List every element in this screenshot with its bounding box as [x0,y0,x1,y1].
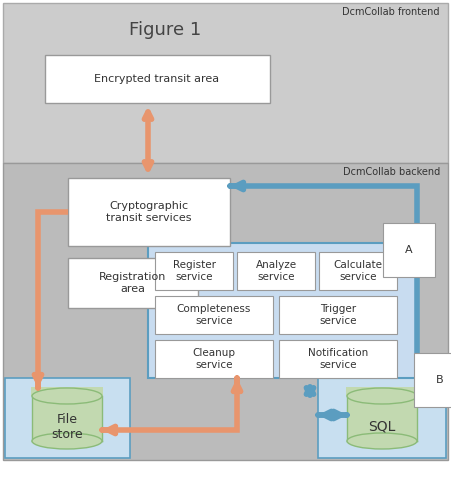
Bar [237,252,315,290]
Text: Completeness
service: Completeness service [177,304,251,326]
Text: Trigger
service: Trigger service [319,304,357,326]
Bar [148,243,418,378]
Text: Encrypted transit area: Encrypted transit area [94,74,220,84]
Text: Calculate
service: Calculate service [333,260,382,282]
Text: Analyze
service: Analyze service [255,260,297,282]
Text: Cryptographic
transit services: Cryptographic transit services [106,201,192,223]
Bar [5,378,130,458]
Text: Registration
area: Registration area [99,272,167,294]
Bar [155,296,273,334]
Bar [3,163,448,460]
Bar [68,178,230,246]
Text: A: A [405,245,413,255]
Bar [347,396,417,441]
Text: Notification
service: Notification service [308,348,368,370]
Text: DcmCollab frontend: DcmCollab frontend [342,7,440,17]
Text: SQL: SQL [368,420,396,434]
Bar [68,258,198,308]
Ellipse shape [32,388,102,404]
Bar [3,3,448,163]
Bar [31,387,103,396]
Text: B: B [436,375,444,385]
Bar [279,340,397,378]
Text: Figure 1: Figure 1 [129,21,201,39]
Bar [279,296,397,334]
Bar [346,387,418,396]
Text: DcmCollab backend: DcmCollab backend [343,167,440,177]
Ellipse shape [32,433,102,449]
Bar [155,340,273,378]
Text: Register
service: Register service [172,260,216,282]
Text: Cleanup
service: Cleanup service [193,348,235,370]
Bar [45,55,270,103]
Ellipse shape [347,433,417,449]
Bar [319,252,397,290]
Text: File
store: File store [51,413,83,441]
Bar [155,252,233,290]
Ellipse shape [347,388,417,404]
Bar [32,396,102,441]
Bar [318,378,446,458]
